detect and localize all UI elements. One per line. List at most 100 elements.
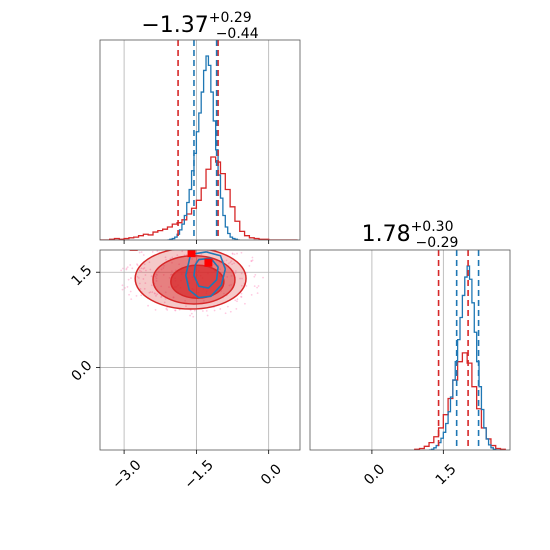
scatter-point: [162, 267, 165, 269]
title-param1-median: −1.37: [141, 13, 208, 38]
scatter-point: [140, 267, 143, 270]
scatter-point: [164, 291, 167, 294]
scatter-point: [183, 243, 185, 245]
scatter-point: [200, 253, 203, 256]
blue-contour-1: [193, 257, 219, 289]
scatter-point: [219, 308, 222, 310]
scatter-point: [205, 309, 208, 312]
scatter-point: [224, 312, 227, 315]
scatter-point: [253, 275, 256, 278]
scatter-point: [150, 284, 153, 287]
title-param1-minus: −0.44: [216, 26, 259, 42]
histogram-clip-group: [100, 40, 298, 240]
scatter-point: [225, 243, 227, 245]
scatter-point: [165, 258, 167, 261]
scatter-point: [162, 274, 165, 276]
scatter-point: [155, 277, 158, 280]
blue-contour-0: [184, 251, 227, 299]
scatter-point: [155, 280, 158, 282]
scatter-point: [248, 264, 251, 267]
scatter-point: [126, 286, 129, 288]
scatter-point: [126, 266, 129, 269]
scatter-point: [239, 277, 241, 280]
scatter-point: [143, 263, 146, 266]
x-tick-label: 0.0: [258, 461, 285, 488]
scatter-point: [223, 292, 225, 295]
scatter-point: [236, 252, 238, 255]
scatter-point: [184, 299, 187, 302]
scatter-point: [153, 292, 156, 295]
title-param1-plus: +0.29: [209, 10, 252, 26]
scatter-point: [140, 251, 143, 253]
scatter-point: [156, 250, 159, 252]
scatter-point: [142, 254, 145, 256]
scatter-point: [199, 242, 201, 244]
contour-clip-group: [120, 242, 264, 318]
scatter-point: [121, 284, 124, 287]
scatter-point: [128, 293, 130, 296]
axes-frame: [309, 249, 511, 451]
scatter-point: [230, 275, 233, 277]
scatter-point: [164, 297, 167, 300]
scatter-point: [222, 247, 224, 249]
scatter-point: [166, 245, 168, 247]
scatter-point: [154, 245, 156, 247]
scatter-point: [241, 277, 243, 280]
scatter-point: [250, 260, 253, 263]
scatter-point: [219, 268, 221, 271]
histogram-clip-group: [414, 250, 506, 450]
marker-3: [204, 258, 213, 267]
scatter-point: [171, 256, 174, 259]
scatter-point: [195, 256, 198, 259]
scatter-point: [147, 304, 149, 307]
scatter-point: [124, 287, 126, 289]
scatter-point: [167, 242, 169, 244]
scatter-point: [160, 285, 163, 288]
scatter-point: [230, 283, 233, 286]
scatter-point: [168, 286, 170, 288]
scatter-point: [171, 270, 173, 272]
scatter-point: [154, 308, 157, 311]
scatter-point: [185, 305, 187, 308]
scatter-point: [127, 278, 130, 281]
scatter-point: [229, 310, 232, 313]
title-param2-median: 1.78: [362, 222, 411, 247]
scatter-point: [235, 308, 238, 310]
scatter-point: [227, 262, 230, 265]
scatter-point: [140, 294, 143, 297]
scatter-point: [257, 285, 260, 287]
scatter-point: [190, 312, 193, 315]
scatter-point: [151, 291, 154, 294]
scatter-point: [151, 251, 154, 253]
marker-2: [187, 250, 196, 258]
scatter-point: [236, 300, 238, 303]
scatter-point: [135, 294, 138, 297]
scatter-point: [226, 276, 229, 278]
histogram-series-0: [100, 156, 298, 240]
panel-param1-histogram: [99, 39, 301, 244]
y-tick-label: 1.5: [68, 262, 95, 289]
scatter-point: [236, 298, 239, 301]
scatter-point: [226, 305, 229, 308]
scatter-point: [240, 284, 243, 287]
scatter-point: [138, 251, 141, 254]
scatter-point: [150, 245, 152, 247]
scatter-point: [148, 291, 151, 294]
scatter-point: [136, 275, 139, 278]
scatter-point: [144, 282, 147, 285]
scatter-point: [213, 309, 216, 312]
scatter-point: [202, 299, 205, 302]
scatter-point: [138, 269, 141, 272]
scatter-point: [191, 258, 193, 260]
scatter-point: [256, 286, 259, 289]
scatter-point: [154, 275, 157, 278]
scatter-point: [195, 244, 197, 246]
scatter-point: [136, 263, 138, 266]
scatter-point: [193, 309, 196, 312]
scatter-point: [163, 264, 165, 267]
scatter-point: [256, 292, 259, 295]
scatter-point: [174, 309, 176, 312]
scatter-point: [163, 301, 166, 304]
marker-0: [129, 250, 138, 251]
